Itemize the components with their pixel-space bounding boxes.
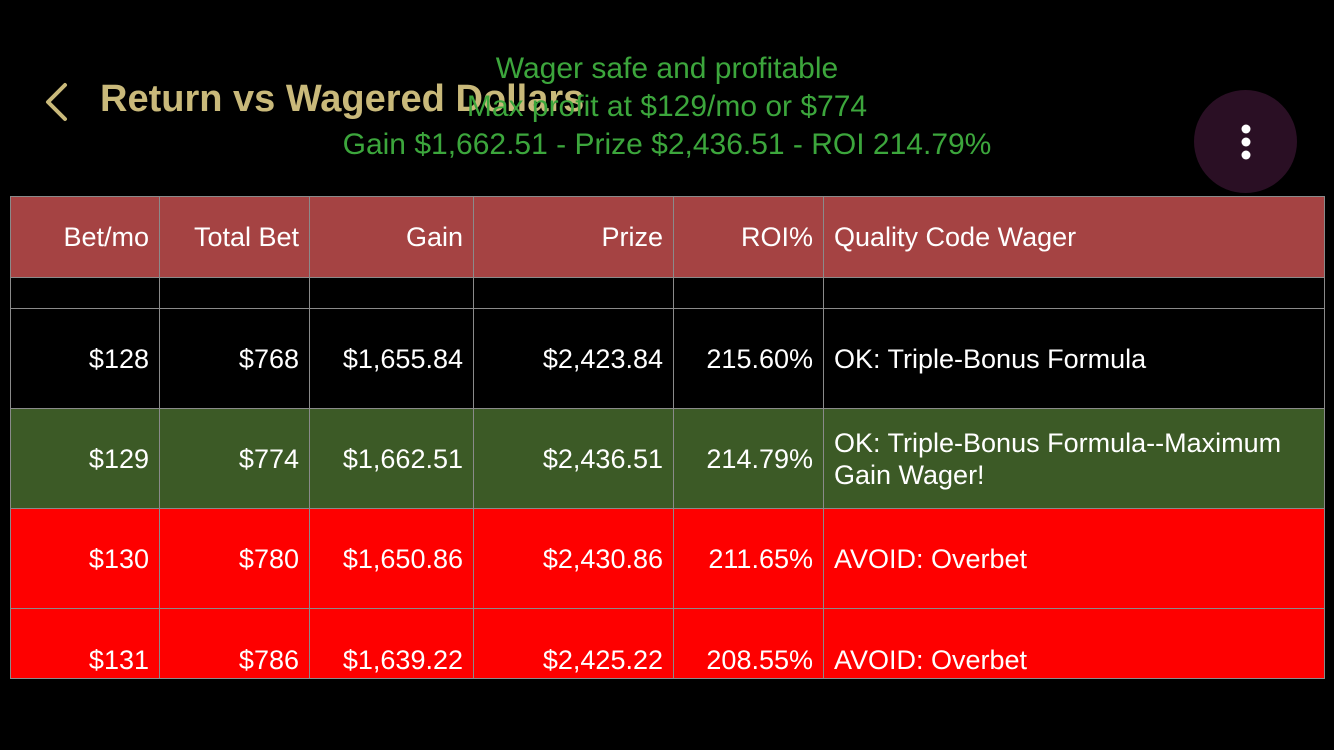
more-options-button[interactable] [1194,90,1297,193]
column-header-bet-mo[interactable]: Bet/mo [10,196,160,278]
summary-banner: Wager safe and profitable Max profit at … [0,50,1334,164]
cell-total-bet: $786 [159,608,310,679]
cell-bet-mo: $130 [10,508,160,609]
cell-quality-code: OK: Triple-Bonus Formula--Maximum Gain W… [823,408,1325,509]
cell-gain: $1,639.22 [309,608,474,679]
cell-roi: 211.65% [673,508,824,609]
column-header-gain[interactable]: Gain [309,196,474,278]
cell-prize: $2,430.86 [473,508,674,609]
page-title: Return vs Wagered Dollars [100,78,585,120]
table-row[interactable]: $129 $774 $1,662.51 $2,436.51 214.79% OK… [10,408,1325,509]
back-button[interactable] [36,80,76,124]
chevron-left-icon [46,83,67,121]
status-bar [0,4,1334,34]
table-row[interactable]: $131 $786 $1,639.22 $2,425.22 208.55% AV… [10,608,1325,679]
table-row[interactable]: $130 $780 $1,650.86 $2,430.86 211.65% AV… [10,508,1325,609]
cell-total-bet: $768 [159,308,310,409]
cell-total-bet: $780 [159,508,310,609]
cell-quality-code: AVOID: Overbet [823,608,1325,679]
wager-table: Bet/mo Total Bet Gain Prize ROI% Quality… [10,196,1325,679]
cell-prize: $2,423.84 [473,308,674,409]
table-row[interactable]: $128 $768 $1,655.84 $2,423.84 215.60% OK… [10,308,1325,409]
cell-total-bet: $774 [159,408,310,509]
cell-roi: 208.55% [673,608,824,679]
table-spacer-row [10,277,1325,309]
more-vertical-icon [1241,124,1250,159]
table-header-row: Bet/mo Total Bet Gain Prize ROI% Quality… [10,196,1325,278]
summary-line-status: Wager safe and profitable [495,52,839,85]
cell-gain: $1,655.84 [309,308,474,409]
cell-prize: $2,425.22 [473,608,674,679]
summary-line-totals: Gain $1,662.51 - Prize $2,436.51 - ROI 2… [342,128,992,161]
cell-gain: $1,662.51 [309,408,474,509]
cell-prize: $2,436.51 [473,408,674,509]
column-header-quality-code[interactable]: Quality Code Wager [823,196,1325,278]
cell-roi: 215.60% [673,308,824,409]
cell-bet-mo: $128 [10,308,160,409]
column-header-roi[interactable]: ROI% [673,196,824,278]
cell-gain: $1,650.86 [309,508,474,609]
cell-bet-mo: $131 [10,608,160,679]
cell-quality-code: AVOID: Overbet [823,508,1325,609]
cell-roi: 214.79% [673,408,824,509]
column-header-prize[interactable]: Prize [473,196,674,278]
cell-quality-code: OK: Triple-Bonus Formula [823,308,1325,409]
summary-line-max-profit: Max profit at $129/mo or $774 [466,90,868,123]
column-header-total-bet[interactable]: Total Bet [159,196,310,278]
cell-bet-mo: $129 [10,408,160,509]
